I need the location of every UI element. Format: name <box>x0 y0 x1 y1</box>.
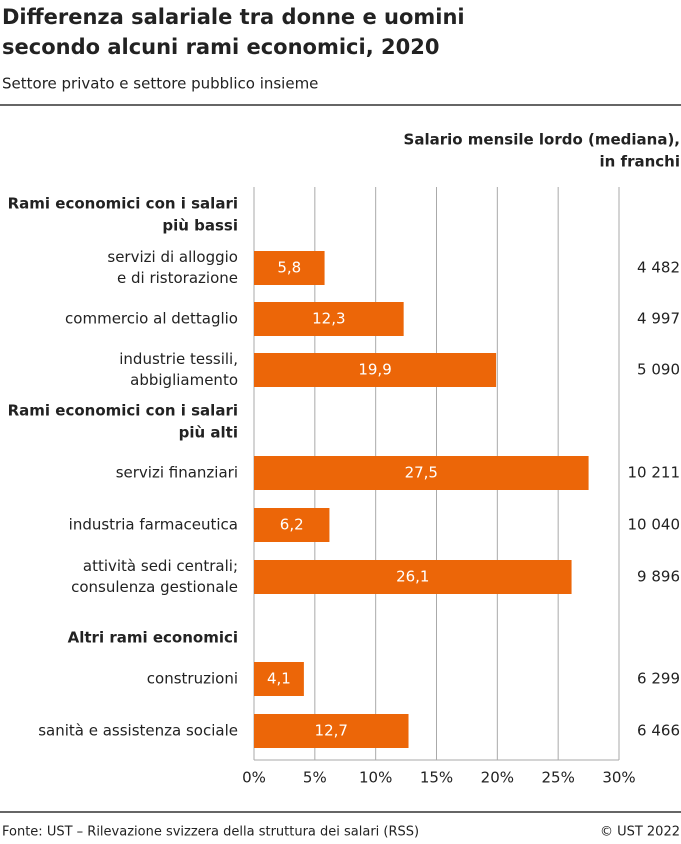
value-label: 6,2 <box>280 516 304 534</box>
salary-label: 5 090 <box>637 361 680 379</box>
x-tick-label: 30% <box>602 769 635 787</box>
group-header: Rami economici con i salari <box>8 402 238 420</box>
category-label: e di ristorazione <box>117 269 238 287</box>
x-tick-label: 25% <box>541 769 574 787</box>
group-header: più alti <box>179 424 238 442</box>
category-label: industrie tessili, <box>119 350 238 368</box>
value-label: 4,1 <box>267 670 291 688</box>
salary-label: 10 040 <box>628 516 681 534</box>
bar <box>254 353 497 387</box>
column-header: Salario mensile lordo (mediana), <box>404 131 680 149</box>
column-header: in franchi <box>600 153 680 171</box>
value-label: 5,8 <box>277 259 301 277</box>
group-header: Rami economici con i salari <box>8 195 238 213</box>
chart-title: secondo alcuni rami economici, 2020 <box>2 35 439 59</box>
category-label: abbigliamento <box>130 371 238 389</box>
bar <box>254 251 325 285</box>
salary-label: 6 299 <box>637 670 680 688</box>
bar <box>254 714 409 748</box>
x-tick-label: 5% <box>303 769 327 787</box>
salary-label: 10 211 <box>628 464 681 482</box>
salary-label: 9 896 <box>637 568 680 586</box>
value-label: 12,7 <box>315 722 348 740</box>
group-header: Altri rami economici <box>68 629 238 647</box>
x-tick-label: 20% <box>481 769 514 787</box>
bar <box>254 560 572 594</box>
category-label: construzioni <box>147 670 238 688</box>
chart-title: Differenza salariale tra donne e uomini <box>2 5 465 29</box>
category-label: servizi di alloggio <box>107 248 238 266</box>
value-label: 26,1 <box>396 568 429 586</box>
category-label: sanità e assistenza sociale <box>38 722 238 740</box>
bar <box>254 662 304 696</box>
category-label: servizi finanziari <box>116 464 238 482</box>
category-label: industria farmaceutica <box>69 516 238 534</box>
category-label: consulenza gestionale <box>71 578 238 596</box>
group-header: più bassi <box>162 217 238 235</box>
source: Fonte: UST – Rilevazione svizzera della … <box>2 825 419 840</box>
value-label: 27,5 <box>405 464 438 482</box>
bar <box>254 302 404 336</box>
x-tick-label: 0% <box>242 769 266 787</box>
bar <box>254 456 589 490</box>
bar <box>254 508 330 542</box>
salary-label: 4 997 <box>637 310 680 328</box>
value-label: 19,9 <box>358 361 391 379</box>
salary-label: 6 466 <box>637 722 680 740</box>
copyright: © UST 2022 <box>600 825 680 840</box>
salary-label: 4 482 <box>637 259 680 277</box>
x-tick-label: 10% <box>359 769 392 787</box>
category-label: attività sedi centrali; <box>83 557 238 575</box>
chart-subtitle: Settore privato e settore pubblico insie… <box>2 75 318 93</box>
x-tick-label: 15% <box>420 769 453 787</box>
category-label: commercio al dettaglio <box>65 310 238 328</box>
value-label: 12,3 <box>312 310 345 328</box>
